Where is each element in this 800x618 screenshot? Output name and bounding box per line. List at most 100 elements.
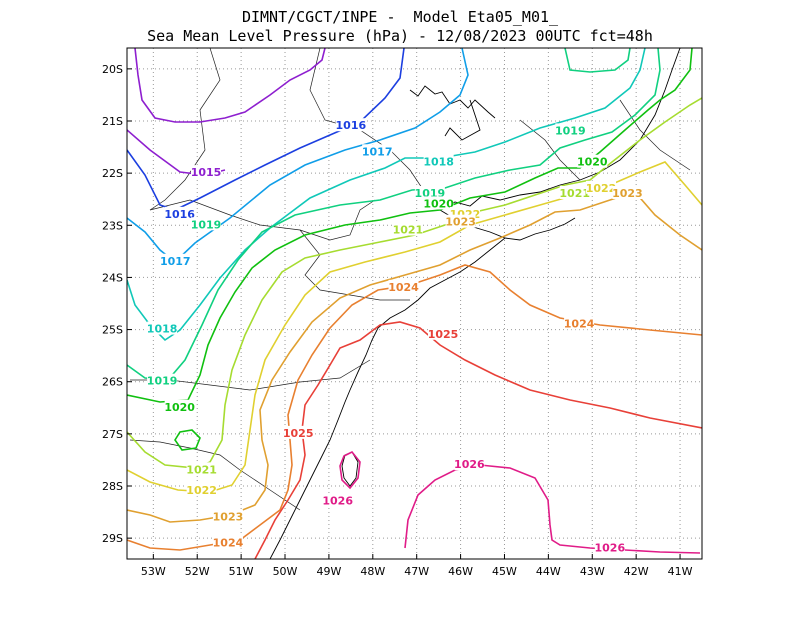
x-tick-label: 45W: [492, 565, 517, 578]
isobar-1026-cell: [339, 450, 361, 490]
x-tick-label: 48W: [360, 565, 385, 578]
isobar-1021: [127, 97, 702, 469]
contour-label-bg: [147, 321, 178, 335]
contour-label-1020: 1020: [164, 401, 195, 414]
contour-label-bg: [186, 483, 217, 497]
contour-label-bg: [186, 462, 217, 476]
contour-label-1021: 1021: [393, 224, 424, 237]
contour-label-bg: [191, 165, 222, 179]
contour-label-1016: 1016: [164, 208, 195, 221]
contour-label-bg: [335, 118, 366, 132]
contour-label-bg: [612, 186, 643, 199]
contour-label-bg: [147, 373, 178, 387]
isobar-1019: [564, 48, 631, 73]
contour-label-1025: 1025: [283, 427, 314, 440]
contour-label-bg: [577, 154, 608, 168]
isobar-1018: [127, 48, 646, 342]
y-tick-label: 27S: [102, 428, 123, 441]
y-tick-label: 23S: [102, 219, 123, 232]
x-tick-label: 41W: [668, 565, 693, 578]
contour-label-bg: [555, 123, 586, 137]
contour-label-1018: 1018: [147, 323, 178, 336]
coastline: [269, 48, 681, 559]
state-borders: [129, 48, 691, 511]
y-tick-label: 28S: [102, 480, 123, 493]
contour-label-bg: [414, 186, 445, 199]
contour-label-1022: 1022: [586, 182, 617, 195]
contour-label-bg: [160, 253, 191, 267]
contour-label-bg: [322, 493, 353, 507]
contour-label-bg: [191, 217, 222, 231]
map-subtitle: Sea Mean Level Pressure (hPa) - 12/08/20…: [147, 27, 653, 45]
contour-label-1023: 1023: [445, 216, 476, 229]
contour-label-bg: [423, 196, 454, 210]
contour-label-1019: 1019: [147, 375, 178, 388]
contour-label-bg: [445, 214, 476, 228]
x-tick-label: 47W: [404, 565, 429, 578]
contour-label-bg: [594, 540, 625, 554]
isobar-1024: [127, 264, 702, 551]
contour-label-bg: [423, 154, 454, 168]
x-axis-ticks: 53W 52W 51W 50W 49W 48W 47W 46W 45W 44W 43W 42W 41W: [141, 554, 693, 578]
x-tick-label: 44W: [536, 565, 561, 578]
x-tick-label: 43W: [580, 565, 605, 578]
contour-label-bg: [212, 535, 243, 549]
isobar-1026: [404, 464, 701, 554]
isobar-1020: [127, 48, 693, 403]
contour-label-bg: [428, 326, 459, 340]
contour-label-1024: 1024: [213, 536, 244, 549]
graticule: [127, 48, 702, 559]
contour-label-bg: [388, 279, 419, 293]
x-tick-label: 53W: [141, 565, 166, 578]
isobar-1015: [134, 48, 326, 123]
y-tick-label: 26S: [102, 376, 123, 389]
y-axis-ticks: 20S 21S 22S 23S 24S 25S 26S 27S 28S 29S: [102, 63, 132, 545]
y-tick-label: 24S: [102, 271, 123, 284]
contour-label-bg: [392, 222, 423, 236]
contour-label-1024: 1024: [388, 281, 419, 294]
contour-label-1026: 1026: [322, 495, 353, 508]
contour-label-1015: 1015: [191, 166, 222, 179]
contour-label-bg: [559, 186, 590, 199]
y-tick-label: 22S: [102, 167, 123, 180]
isobar-1016: [127, 48, 405, 211]
contour-labels: 1015 1016 1016 1017 1017 1018 1018 1019 1019 1019…: [147, 118, 643, 555]
contour-label-bg: [283, 425, 314, 439]
y-tick-label: 20S: [102, 63, 123, 76]
contour-label-1018: 1018: [423, 156, 454, 169]
contour-label-1019: 1019: [191, 218, 222, 231]
contour-label-1020: 1020: [577, 156, 608, 169]
x-tick-label: 50W: [273, 565, 298, 578]
y-tick-label: 29S: [102, 532, 123, 545]
contour-label-1016: 1016: [336, 119, 367, 132]
isobars: [127, 48, 702, 559]
y-tick-label: 21S: [102, 115, 123, 128]
contour-label-1023: 1023: [213, 510, 244, 523]
contour-label-bg: [164, 206, 195, 220]
contour-label-1019: 1019: [555, 124, 586, 137]
x-tick-label: 52W: [185, 565, 210, 578]
isobar-1019: [127, 48, 661, 381]
contour-label-1023: 1023: [612, 187, 643, 200]
y-tick-label: 25S: [102, 324, 123, 337]
contour-label-1024: 1024: [564, 317, 595, 330]
plot-frame: [126, 47, 703, 560]
contour-label-1022: 1022: [186, 484, 217, 497]
x-tick-label: 49W: [316, 565, 341, 578]
x-tick-label: 42W: [624, 565, 649, 578]
contour-label-bg: [586, 180, 617, 194]
map-title: DIMNT/CGCT/INPE - Model Eta05_M01_: [241, 8, 559, 26]
x-tick-label: 46W: [448, 565, 473, 578]
contour-label-bg: [454, 457, 485, 471]
x-tick-label: 51W: [229, 565, 254, 578]
contour-label-1020: 1020: [423, 197, 454, 210]
contour-label-1026: 1026: [595, 542, 626, 555]
contour-label-1025: 1025: [428, 328, 459, 341]
contour-label-bg: [362, 144, 393, 158]
contour-label-bg: [212, 509, 243, 523]
contour-label-1017: 1017: [160, 255, 191, 268]
contour-label-bg: [564, 316, 595, 330]
contour-label-1026: 1026: [454, 458, 485, 471]
contour-label-1021: 1021: [559, 187, 590, 200]
